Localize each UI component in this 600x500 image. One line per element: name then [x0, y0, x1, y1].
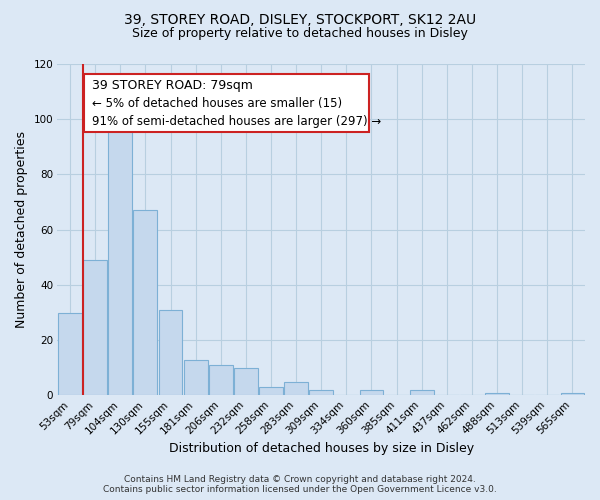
Bar — [133, 210, 157, 396]
Bar — [184, 360, 208, 396]
Text: Size of property relative to detached houses in Disley: Size of property relative to detached ho… — [132, 28, 468, 40]
Bar — [234, 368, 258, 396]
Bar — [310, 390, 333, 396]
Text: 39 STOREY ROAD: 79sqm: 39 STOREY ROAD: 79sqm — [92, 79, 253, 92]
Text: 39, STOREY ROAD, DISLEY, STOCKPORT, SK12 2AU: 39, STOREY ROAD, DISLEY, STOCKPORT, SK12… — [124, 12, 476, 26]
Bar — [284, 382, 308, 396]
FancyBboxPatch shape — [84, 74, 369, 132]
Bar — [83, 260, 107, 396]
Text: Contains public sector information licensed under the Open Government Licence v3: Contains public sector information licen… — [103, 485, 497, 494]
Text: 91% of semi-detached houses are larger (297) →: 91% of semi-detached houses are larger (… — [92, 115, 381, 128]
Bar — [560, 392, 584, 396]
Text: Contains HM Land Registry data © Crown copyright and database right 2024.: Contains HM Land Registry data © Crown c… — [124, 475, 476, 484]
Bar — [158, 310, 182, 396]
Text: ← 5% of detached houses are smaller (15): ← 5% of detached houses are smaller (15) — [92, 97, 342, 110]
Bar — [209, 365, 233, 396]
Bar — [485, 392, 509, 396]
X-axis label: Distribution of detached houses by size in Disley: Distribution of detached houses by size … — [169, 442, 474, 455]
Bar — [109, 116, 132, 396]
Bar — [259, 387, 283, 396]
Y-axis label: Number of detached properties: Number of detached properties — [15, 131, 28, 328]
Bar — [410, 390, 434, 396]
Bar — [58, 312, 82, 396]
Bar — [359, 390, 383, 396]
